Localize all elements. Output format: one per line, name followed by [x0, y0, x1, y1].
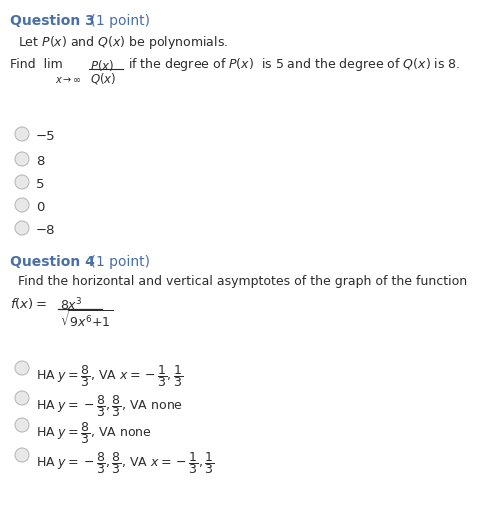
- Ellipse shape: [15, 127, 29, 141]
- Text: Question 4: Question 4: [10, 255, 95, 269]
- Ellipse shape: [15, 448, 29, 462]
- Ellipse shape: [15, 198, 29, 212]
- Text: Find  lim: Find lim: [10, 58, 63, 71]
- Ellipse shape: [15, 361, 29, 375]
- Text: Let $P(x)$ and $Q(x)$ be polynomials.: Let $P(x)$ and $Q(x)$ be polynomials.: [18, 34, 228, 51]
- Text: Find the horizontal and vertical asymptotes of the graph of the function: Find the horizontal and vertical asympto…: [18, 275, 467, 288]
- Text: −8: −8: [36, 224, 56, 237]
- Text: $f(x)=$: $f(x)=$: [10, 296, 47, 311]
- Text: $x \to \infty$: $x \to \infty$: [55, 75, 82, 85]
- Text: $\sqrt{9x^6{+}1}$: $\sqrt{9x^6{+}1}$: [60, 310, 113, 331]
- Text: if the degree of $P(x)$  is 5 and the degree of $Q(x)$ is 8.: if the degree of $P(x)$ is 5 and the deg…: [128, 56, 460, 73]
- Text: (1 point): (1 point): [86, 255, 150, 269]
- Text: $8x^3$: $8x^3$: [60, 297, 83, 313]
- Text: 0: 0: [36, 201, 44, 214]
- Text: $P(x)$: $P(x)$: [90, 58, 114, 73]
- Ellipse shape: [15, 152, 29, 166]
- Text: $Q(x)$: $Q(x)$: [90, 71, 116, 86]
- Text: HA $y=\dfrac{8}{3}$, VA $x=-\dfrac{1}{3},\dfrac{1}{3}$: HA $y=\dfrac{8}{3}$, VA $x=-\dfrac{1}{3}…: [36, 363, 183, 389]
- Text: (1 point): (1 point): [86, 14, 150, 28]
- Text: HA $y=\dfrac{8}{3}$, VA none: HA $y=\dfrac{8}{3}$, VA none: [36, 420, 152, 446]
- Ellipse shape: [15, 221, 29, 235]
- Text: Question 3: Question 3: [10, 14, 95, 28]
- Text: 5: 5: [36, 178, 45, 191]
- Ellipse shape: [15, 175, 29, 189]
- Text: −5: −5: [36, 130, 56, 143]
- Ellipse shape: [15, 418, 29, 432]
- Text: HA $y=-\dfrac{8}{3},\dfrac{8}{3}$, VA none: HA $y=-\dfrac{8}{3},\dfrac{8}{3}$, VA no…: [36, 393, 183, 419]
- Text: HA $y=-\dfrac{8}{3},\dfrac{8}{3}$, VA $x=-\dfrac{1}{3},\dfrac{1}{3}$: HA $y=-\dfrac{8}{3},\dfrac{8}{3}$, VA $x…: [36, 450, 215, 476]
- Text: 8: 8: [36, 155, 44, 168]
- Ellipse shape: [15, 391, 29, 405]
